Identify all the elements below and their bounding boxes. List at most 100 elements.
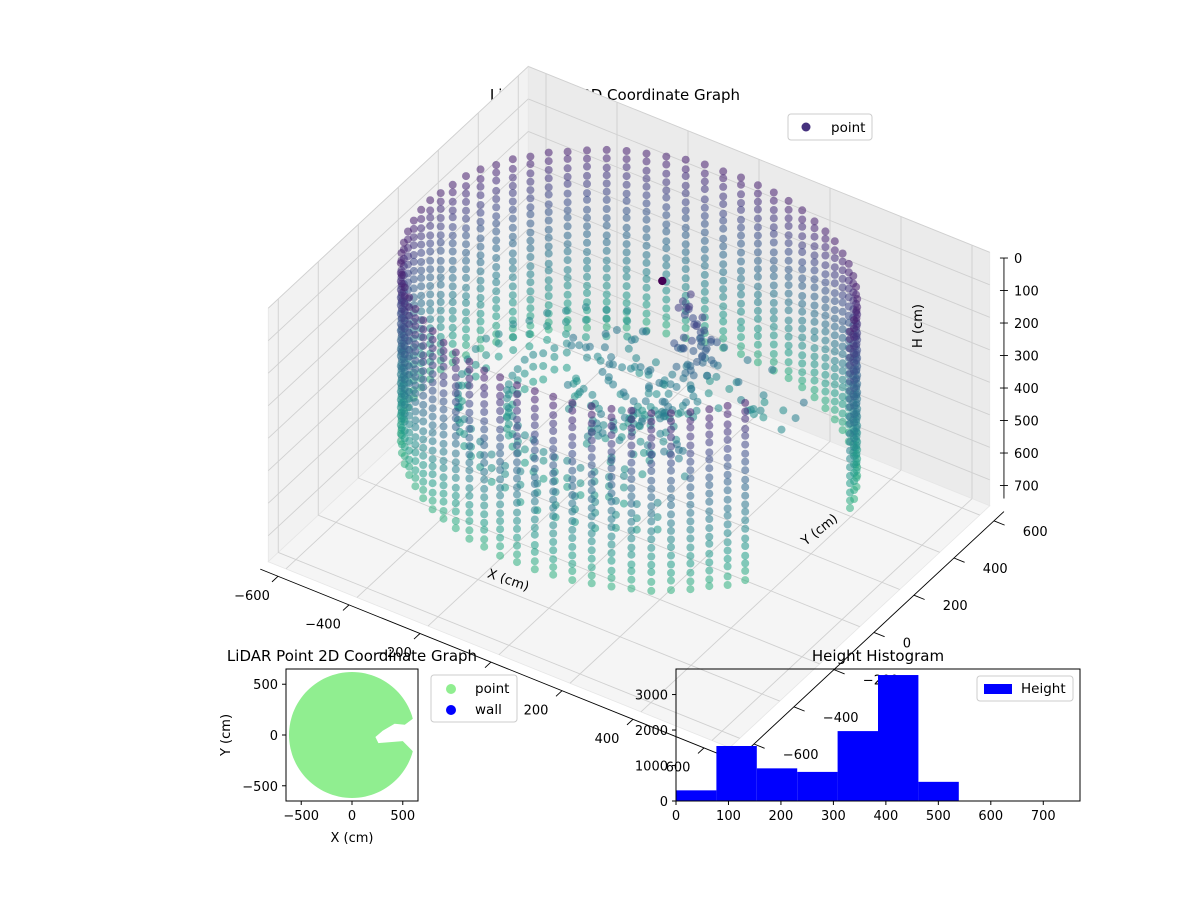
scatter3d-point bbox=[662, 211, 671, 220]
scatter3d-point bbox=[508, 257, 517, 266]
scatter3d-point bbox=[647, 467, 656, 475]
scatter3d-point bbox=[737, 231, 745, 240]
scatter3d-point bbox=[838, 400, 847, 408]
scatter3d-point bbox=[686, 474, 695, 483]
scatter2d-ylabel: Y (cm) bbox=[219, 714, 234, 757]
scatter3d-point bbox=[480, 441, 489, 450]
scatter3d-point bbox=[642, 300, 651, 309]
scatter3d-point bbox=[662, 178, 671, 187]
scatter3d-point bbox=[725, 385, 734, 393]
scatter3d-point bbox=[810, 266, 819, 275]
scatter3d-point bbox=[647, 527, 656, 536]
scatter3d-point bbox=[504, 404, 513, 413]
scatter3d-point bbox=[508, 249, 517, 258]
scatter3d-point bbox=[798, 324, 807, 333]
scatter2d-legend-wall-label: wall bbox=[475, 702, 502, 718]
scatter3d-point bbox=[544, 266, 553, 275]
scatter2d-x-ticklabel: −500 bbox=[283, 809, 319, 824]
scatter3d-point bbox=[417, 291, 426, 300]
histogram-x-ticklabel: 0 bbox=[672, 809, 680, 824]
scatter3d-point bbox=[830, 246, 839, 255]
scatter3d-point bbox=[583, 248, 591, 256]
scatter3d-point bbox=[622, 323, 631, 332]
scatter3d-point bbox=[821, 362, 830, 371]
scatter3d-point bbox=[686, 508, 695, 517]
scatter2d-xlabel: X (cm) bbox=[331, 831, 374, 846]
scatter3d-point bbox=[508, 232, 517, 241]
scatter3d-point bbox=[622, 213, 631, 222]
scatter3d-point bbox=[476, 267, 485, 276]
scatter3d-point bbox=[821, 278, 830, 287]
scatter3d-point bbox=[480, 535, 489, 544]
scatter3d-point bbox=[405, 293, 414, 302]
scatter3d-point bbox=[411, 347, 420, 356]
scatter3d-point bbox=[462, 333, 470, 342]
scatter3d-point bbox=[642, 241, 651, 250]
scatter3d-point bbox=[492, 186, 501, 195]
scatter3d-point bbox=[784, 316, 793, 325]
scatter3d-point bbox=[769, 298, 778, 307]
scatter3d-point bbox=[428, 437, 437, 446]
scatter3d-point bbox=[492, 296, 501, 304]
scatter3d-point bbox=[411, 356, 420, 365]
scatter3d-point bbox=[530, 454, 539, 463]
scatter3d-point bbox=[508, 239, 517, 248]
scatter3d-point bbox=[480, 366, 489, 375]
scatter3d-point bbox=[568, 499, 577, 508]
scatter3d-x-ticklabel: −200 bbox=[376, 646, 412, 661]
scatter3d-point bbox=[741, 440, 750, 449]
scatter3d-point bbox=[798, 383, 807, 392]
scatter3d-y-ticklabel: 200 bbox=[943, 599, 968, 614]
scatter3d-point bbox=[583, 256, 591, 265]
scatter3d-point bbox=[737, 342, 745, 351]
scatter3d-point bbox=[492, 176, 501, 185]
scatter3d-point bbox=[662, 203, 671, 212]
scatter3d-point bbox=[737, 215, 745, 224]
scatter3d-point bbox=[705, 497, 714, 506]
scatter3d-point bbox=[462, 308, 470, 317]
scatter3d-point bbox=[846, 369, 854, 378]
scatter3d-point bbox=[526, 186, 535, 195]
scatter3d-point bbox=[784, 281, 793, 290]
scatter3d-point bbox=[563, 231, 572, 240]
scatter3d-point bbox=[714, 404, 723, 413]
scatter3d-point bbox=[723, 538, 732, 547]
scatter3d-point bbox=[719, 327, 728, 336]
scatter3d-point bbox=[705, 558, 714, 567]
scatter3d-point bbox=[749, 405, 758, 413]
scatter3d-point bbox=[784, 289, 793, 298]
scatter3d-point bbox=[428, 488, 437, 497]
scatter3d-point bbox=[411, 372, 420, 381]
scatter3d-point bbox=[769, 307, 778, 316]
scatter3d-point bbox=[579, 384, 588, 393]
scatter3d-point bbox=[632, 354, 641, 363]
scatter3d-point bbox=[846, 496, 854, 505]
scatter3d-point bbox=[698, 352, 707, 361]
scatter3d-point bbox=[769, 281, 778, 290]
scatter3d-point bbox=[651, 358, 660, 367]
scatter3d-point bbox=[810, 352, 819, 361]
scatter3d-point bbox=[686, 432, 695, 441]
scatter3d-point bbox=[705, 539, 714, 548]
scatter3d-point bbox=[838, 392, 847, 401]
scatter3d-point bbox=[513, 398, 521, 407]
scatter3d-point bbox=[622, 163, 631, 172]
scatter3d-point bbox=[681, 240, 690, 249]
scatter3d-point bbox=[737, 350, 745, 359]
scatter3d-point bbox=[465, 491, 474, 500]
scatter3d-point bbox=[539, 448, 548, 456]
scatter3d-point bbox=[622, 196, 631, 205]
scatter3d-point bbox=[568, 449, 577, 458]
scatter3d-point bbox=[563, 179, 572, 188]
scatter3d-point bbox=[662, 244, 671, 253]
scatter3d-point bbox=[539, 362, 548, 370]
scatter3d-point bbox=[465, 517, 474, 526]
scatter3d-point bbox=[451, 348, 460, 357]
scatter3d-point bbox=[705, 455, 714, 464]
scatter3d-point bbox=[448, 323, 457, 332]
scatter3d-point bbox=[451, 491, 460, 500]
scatter3d-point bbox=[705, 414, 714, 423]
scatter3d-point bbox=[846, 412, 854, 421]
scatter3d-point bbox=[576, 463, 585, 472]
scatter3d-point bbox=[480, 475, 489, 484]
